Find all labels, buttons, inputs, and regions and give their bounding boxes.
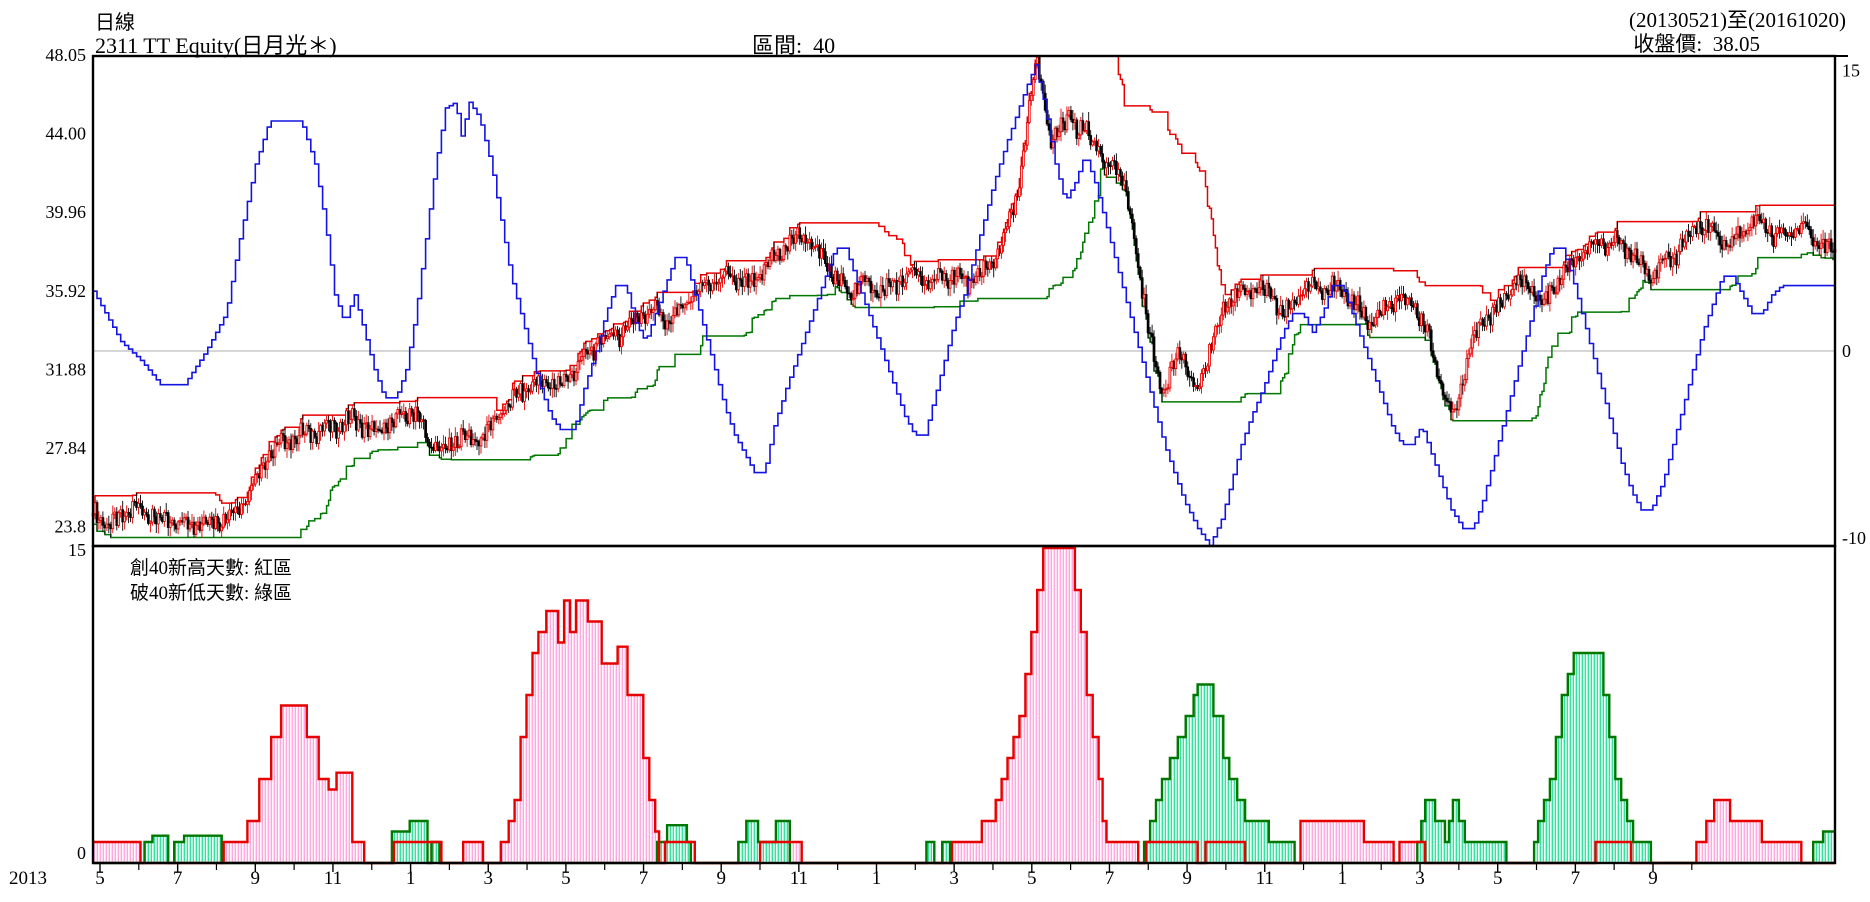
legend-new-low: 破40新低天數: 綠區 <box>130 583 293 604</box>
x-axis-month-label: 1 <box>406 868 416 889</box>
x-axis-month-label: 1 <box>872 868 882 889</box>
up-candles <box>91 56 1837 538</box>
right-axis-tick: 15 <box>1842 61 1860 81</box>
price-axis-tick: 31.88 <box>46 359 87 379</box>
new-low-area-fill <box>93 653 1835 863</box>
period-label: 日線 <box>95 12 135 34</box>
right-axis-tick: -10 <box>1842 528 1866 548</box>
right-axis-tick: 0 <box>1842 341 1851 361</box>
x-axis-month-label: 7 <box>1105 868 1115 889</box>
x-axis-month-label: 5 <box>1493 868 1503 889</box>
x-axis-month-label: 11 <box>790 868 808 889</box>
oscillator-line <box>93 64 1835 547</box>
x-axis-month-label: 11 <box>1256 868 1274 889</box>
interval-label: 區間: 40 <box>752 33 836 58</box>
x-axis-month-label: 7 <box>639 868 649 889</box>
symbol-title: 2311 TT Equity(日月光＊) <box>95 33 337 58</box>
x-axis-month-label: 9 <box>251 868 261 889</box>
x-axis-month-label: 9 <box>1648 868 1658 889</box>
x-axis-year-label: 2013 <box>9 868 47 889</box>
x-axis-month-label: 3 <box>484 868 494 889</box>
new-high-area-fill <box>93 548 1835 863</box>
x-axis-month-label: 7 <box>1571 868 1581 889</box>
indicator-panel-border <box>91 544 1837 865</box>
x-axis-month-label: 5 <box>561 868 571 889</box>
price-axis-tick: 39.96 <box>46 202 87 222</box>
x-axis-month-label: 3 <box>949 868 959 889</box>
x-axis-month-label: 9 <box>716 868 726 889</box>
x-axis-month-label: 1 <box>1338 868 1348 889</box>
new-low-area-outline <box>93 651 1835 865</box>
price-axis-tick: 48.05 <box>46 45 87 65</box>
lower-axis-tick: 0 <box>77 843 86 863</box>
new-high-area-outline <box>93 546 1835 865</box>
date-range-label: (20130521)至(20161020) <box>1629 8 1846 32</box>
price-axis-tick: 44.00 <box>46 124 87 144</box>
x-axis-month-label: 5 <box>1027 868 1037 889</box>
x-axis-month-label: 3 <box>1415 868 1425 889</box>
price-axis-tick: 27.84 <box>46 438 87 458</box>
close-price-label: 收盤價: 38.05 <box>1633 32 1760 56</box>
lower-axis-tick: 15 <box>68 540 86 560</box>
indicator-legend: 創40新高天數: 紅區 破40新低天數: 綠區 <box>130 556 292 606</box>
down-candles <box>95 56 1835 538</box>
x-axis-month-label: 7 <box>173 868 183 889</box>
price-axis-tick: 35.92 <box>46 281 87 301</box>
legend-new-high: 創40新高天數: 紅區 <box>130 558 293 579</box>
lower-channel-line <box>93 167 1836 539</box>
x-axis-month-label: 11 <box>324 868 342 889</box>
upper-channel-line <box>93 55 1835 507</box>
x-axis-month-label: 5 <box>95 868 105 889</box>
x-axis-month-label: 9 <box>1182 868 1192 889</box>
price-axis-tick: 23.8 <box>55 517 87 537</box>
